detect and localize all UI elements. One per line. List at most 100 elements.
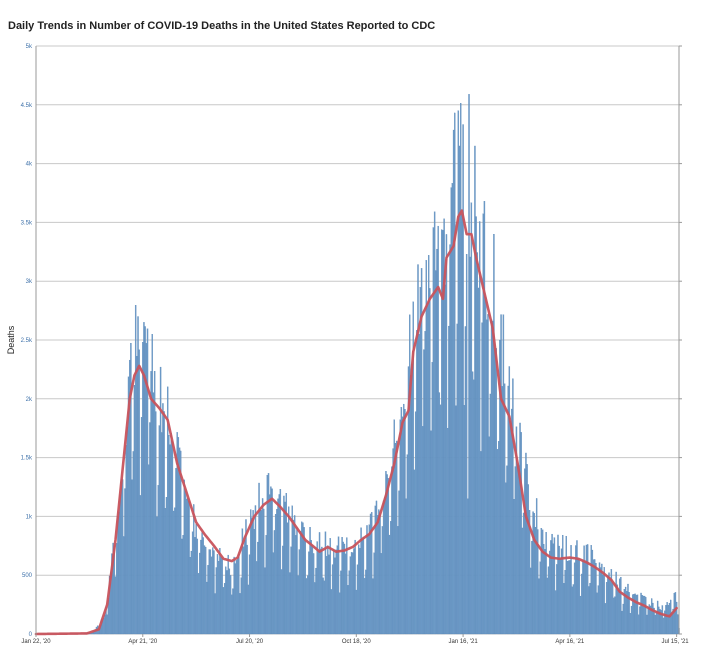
bar-day-536 (671, 613, 673, 635)
bar-day-149 (212, 547, 214, 635)
bar-day-104 (158, 425, 161, 635)
bar-day-267 (352, 552, 354, 635)
bar-day-107 (162, 403, 164, 635)
bar-day-183 (252, 510, 254, 635)
bar-day-163 (228, 568, 231, 635)
bar-day-239 (318, 532, 321, 635)
bar-day-150 (213, 550, 215, 635)
bar-day-495 (622, 603, 624, 635)
bar-day-191 (261, 498, 264, 635)
bar-day-322 (417, 264, 419, 635)
bar-day-398 (507, 385, 509, 635)
y-tick-label-6: 3k (26, 279, 33, 285)
bar-day-230 (308, 551, 310, 635)
bar-day-159 (223, 583, 226, 635)
bar-day-452 (571, 586, 573, 635)
bar-day-256 (339, 592, 341, 635)
bar-day-140 (201, 532, 203, 635)
bar-day-438 (554, 590, 557, 635)
bar-day-387 (494, 349, 496, 635)
bar-day-164 (229, 575, 232, 635)
bar-day-490 (616, 584, 618, 635)
bar-day-444 (562, 534, 564, 635)
bar-day-362 (464, 326, 467, 635)
bar-day-406 (516, 464, 519, 635)
bar-day-434 (550, 540, 552, 635)
bar-day-394 (502, 314, 505, 635)
bar-day-400 (509, 420, 512, 635)
y-tick-label-10: 5k (26, 44, 33, 50)
bar-day-482 (607, 576, 609, 635)
bar-day-409 (520, 432, 522, 635)
bar-day-359 (461, 214, 463, 635)
bar-day-358 (460, 103, 462, 635)
bar-day-248 (329, 538, 331, 635)
bar-day-95 (148, 464, 150, 635)
bar-day-264 (348, 570, 350, 635)
bar-day-381 (487, 314, 489, 635)
bar-day-274 (360, 527, 362, 635)
bar-day-308 (400, 407, 403, 635)
bar-day-514 (645, 597, 647, 635)
bar-day-386 (493, 234, 495, 635)
bar-day-261 (344, 553, 347, 635)
bar-day-370 (474, 145, 476, 635)
bar-day-220 (296, 527, 298, 635)
bar-day-341 (439, 404, 442, 635)
bar-day-157 (221, 558, 223, 635)
bar-day-426 (540, 528, 543, 635)
bar-day-499 (627, 583, 629, 635)
bar-day-151 (214, 593, 216, 635)
bar-day-439 (556, 564, 558, 635)
bar-day-365 (468, 94, 470, 635)
bar-day-195 (266, 475, 269, 635)
bar-day-294 (384, 497, 386, 635)
bar-day-309 (401, 416, 404, 635)
bar-day-380 (486, 319, 488, 635)
bar-day-108 (163, 411, 165, 635)
bar-day-132 (191, 531, 194, 635)
bar-day-368 (471, 371, 474, 635)
bar-day-523 (655, 610, 658, 635)
bar-day-424 (538, 578, 540, 635)
bar-day-124 (182, 535, 184, 635)
bar-day-534 (668, 602, 671, 635)
bar-day-395 (503, 383, 506, 635)
bar-day-312 (405, 498, 407, 635)
bar-day-404 (514, 466, 516, 635)
bar-day-323 (418, 333, 420, 635)
bar-day-375 (480, 451, 482, 635)
bar-day-515 (646, 614, 648, 635)
bar-day-249 (330, 589, 333, 635)
y-tick-label-0: 0 (29, 632, 33, 638)
bar-day-205 (278, 494, 280, 635)
bar-day-284 (372, 578, 374, 635)
bar-day-428 (543, 544, 545, 635)
bar-day-488 (614, 596, 616, 635)
bar-day-350 (450, 187, 452, 635)
bar-day-266 (350, 552, 353, 635)
bar-day-278 (365, 569, 367, 635)
bar-day-273 (359, 548, 361, 635)
bar-day-161 (226, 570, 228, 635)
bar-day-276 (362, 536, 365, 635)
bar-day-437 (553, 537, 556, 635)
bar-day-257 (340, 570, 342, 635)
bar-day-135 (195, 524, 197, 635)
bar-day-390 (497, 441, 500, 635)
bar-day-146 (208, 549, 210, 635)
bar-day-456 (576, 540, 578, 635)
bar-day-85 (136, 356, 138, 635)
bar-day-321 (416, 330, 418, 635)
bar-day-533 (667, 605, 670, 635)
bar-day-155 (219, 548, 221, 635)
bar-day-113 (169, 444, 171, 635)
bar-day-197 (269, 494, 271, 635)
bar-day-345 (444, 284, 446, 635)
bar-day-478 (602, 574, 604, 635)
bar-day-457 (577, 558, 579, 635)
bar-day-154 (218, 561, 220, 635)
bar-day-271 (356, 564, 359, 635)
bar-day-215 (290, 546, 292, 635)
bar-day-130 (189, 556, 191, 635)
